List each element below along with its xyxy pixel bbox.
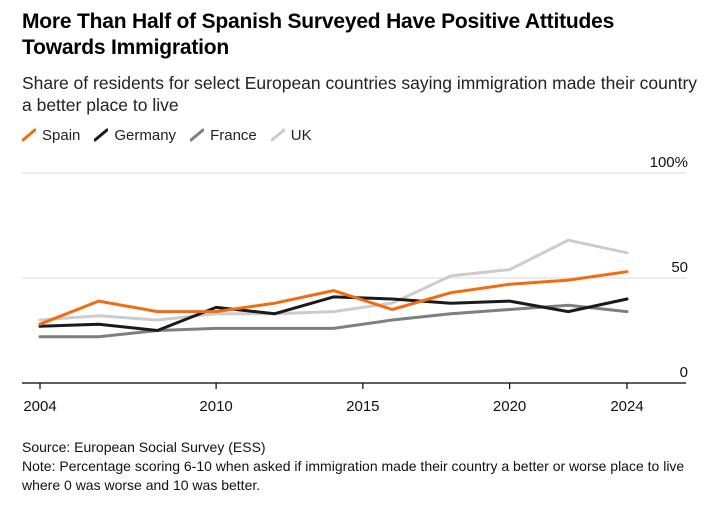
source-note: Source: European Social Survey (ESS) bbox=[22, 439, 266, 455]
legend-label-spain: Spain bbox=[42, 126, 81, 144]
legend-label-uk: UK bbox=[290, 126, 312, 144]
series-line-spain bbox=[38, 270, 629, 326]
legend-swatch-france bbox=[190, 128, 205, 142]
legend-label-france: France bbox=[210, 126, 257, 144]
y-tick-label-50: 50 bbox=[671, 259, 688, 276]
methodology-note: Note: Percentage scoring 6-10 when asked… bbox=[22, 458, 685, 493]
legend-item-spain: Spain bbox=[22, 127, 80, 144]
x-tick-label-2020: 2020 bbox=[493, 398, 526, 415]
legend-item-germany: Germany bbox=[94, 127, 176, 144]
legend-swatch-germany bbox=[94, 128, 109, 142]
legend-swatch-uk bbox=[270, 128, 285, 142]
x-tick-label-2015: 2015 bbox=[346, 398, 379, 415]
chart-footer: Source: European Social Survey (ESS) Not… bbox=[22, 438, 702, 495]
legend: Spain Germany France UK bbox=[22, 125, 326, 145]
series-line-germany bbox=[38, 295, 629, 332]
series-line-uk bbox=[38, 238, 629, 322]
series-line-france bbox=[38, 303, 629, 339]
chart-title: More Than Half of Spanish Surveyed Have … bbox=[22, 10, 615, 59]
legend-swatch-spain bbox=[22, 128, 36, 142]
x-tick-label-2024: 2024 bbox=[610, 398, 643, 415]
y-tick-label-0: 0 bbox=[680, 364, 688, 381]
chart-subtitle: Share of residents for select European c… bbox=[22, 73, 698, 115]
x-tick-label-2004: 2004 bbox=[23, 398, 56, 415]
legend-label-germany: Germany bbox=[114, 126, 177, 144]
x-tick-label-2010: 2010 bbox=[199, 398, 232, 415]
line-chart: 0 50 100% 2004 2010 2015 2020 2024 bbox=[22, 154, 688, 415]
legend-item-france: France bbox=[190, 127, 257, 144]
y-tick-label-100: 100% bbox=[650, 154, 688, 171]
legend-item-uk: UK bbox=[270, 126, 312, 144]
